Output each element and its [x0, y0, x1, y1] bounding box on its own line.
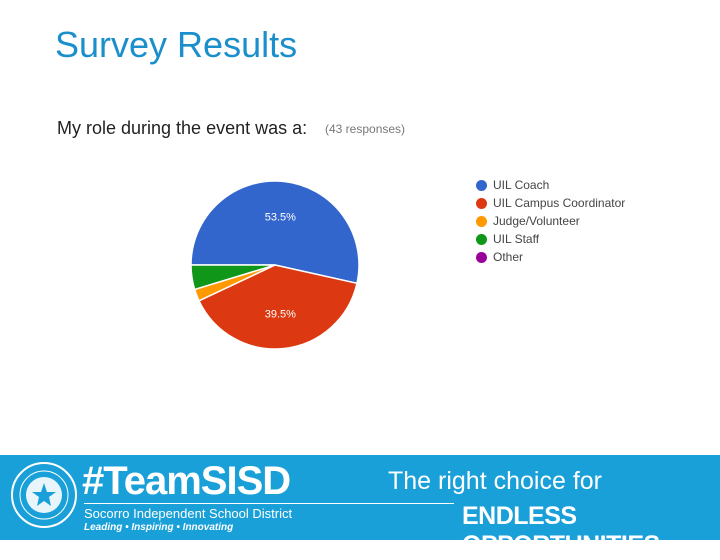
legend-label: UIL Staff	[493, 232, 540, 246]
pie-data-label-1: 39.5%	[265, 308, 296, 320]
pie-data-label-0: 53.5%	[265, 212, 296, 224]
legend-swatch-icon	[476, 215, 487, 227]
pie-slice-1	[197, 264, 358, 350]
legend-item: Other	[476, 248, 625, 266]
legend-label: UIL Campus Coordinator	[493, 196, 626, 210]
district-tagline: Leading • Inspiring • Innovating	[84, 522, 234, 533]
legend-label: Other	[493, 250, 524, 264]
district-seal-icon	[11, 462, 77, 528]
slogan-line-1: The right choice for	[388, 467, 602, 495]
legend-swatch-icon	[476, 197, 487, 209]
response-count: (43 responses)	[325, 122, 406, 136]
legend-item: UIL Coach	[476, 176, 625, 194]
legend-item: Judge/Volunteer	[476, 212, 625, 230]
footer-banner: #TeamSISD Socorro Independent School Dis…	[0, 455, 720, 559]
pie-slice-0	[190, 180, 360, 285]
chart-legend: UIL Coach UIL Campus Coordinator Judge/Vol…	[476, 176, 625, 266]
legend-swatch-icon	[476, 179, 487, 191]
legend-label: UIL Coach	[493, 178, 550, 192]
pie-chart: 53.5% 39.5%	[190, 180, 360, 350]
district-name: Socorro Independent School District	[84, 506, 293, 521]
legend-item: UIL Campus Coordinator	[476, 194, 625, 212]
slide-title: Survey Results	[55, 24, 298, 65]
legend-item: UIL Staff	[476, 230, 625, 248]
footer-divider	[84, 503, 454, 504]
pie-slice-3	[190, 264, 276, 291]
chart-title: My role during the event was a:	[57, 118, 308, 138]
legend-swatch-icon	[476, 251, 487, 263]
hashtag-text: #TeamSISD	[82, 459, 291, 503]
legend-swatch-icon	[476, 233, 487, 245]
slogan-line-2: ENDLESS OPPORTUNITIES.	[462, 502, 667, 559]
legend-label: Judge/Volunteer	[493, 214, 580, 228]
